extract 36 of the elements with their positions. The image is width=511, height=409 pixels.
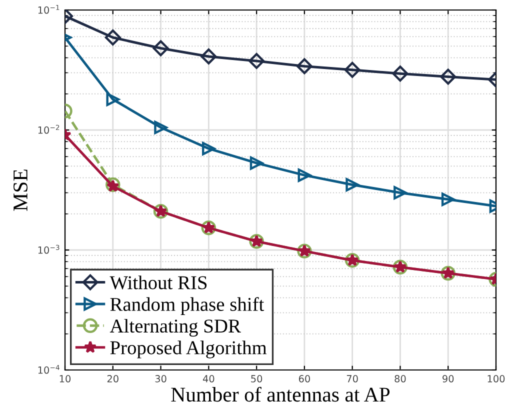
y-tick-label: 10$^{−1}$ bbox=[38, 4, 60, 14]
point bbox=[298, 168, 312, 182]
point bbox=[441, 192, 455, 206]
x-tick-label: 50 bbox=[251, 375, 262, 382]
point bbox=[296, 58, 312, 74]
point bbox=[152, 40, 169, 56]
y-tick-label: 10$^{−2}$ bbox=[38, 124, 60, 134]
x-axis-title: Number of antennas at AP bbox=[171, 386, 390, 402]
x-tick-label: 40 bbox=[202, 375, 214, 382]
y-tick-label: 10$^{−4}$ bbox=[38, 364, 60, 374]
x-tick-label: 20 bbox=[107, 375, 118, 382]
legend-label: Without RIS bbox=[110, 276, 207, 290]
x-tick-label: 100 bbox=[488, 375, 505, 382]
x-tick-label: 30 bbox=[155, 375, 166, 382]
point bbox=[200, 48, 217, 64]
point bbox=[250, 156, 264, 170]
point bbox=[104, 30, 121, 46]
point bbox=[346, 178, 359, 192]
point bbox=[154, 120, 168, 134]
point bbox=[344, 62, 360, 78]
x-tick-label: 10 bbox=[60, 375, 71, 382]
legend-label: Random phase shift bbox=[110, 297, 264, 315]
x-tick-label: 80 bbox=[394, 375, 406, 382]
point bbox=[248, 52, 265, 69]
y-tick-label: 10$^{−3}$ bbox=[38, 244, 60, 254]
point bbox=[392, 66, 408, 82]
x-tick-label: 90 bbox=[442, 375, 454, 382]
x-tick-label: 60 bbox=[298, 375, 310, 382]
point bbox=[106, 92, 120, 106]
x-tick-label: 70 bbox=[346, 375, 358, 382]
legend-label: Alternating SDR bbox=[110, 318, 241, 337]
legend-label: Proposed Algorithm bbox=[110, 340, 267, 358]
point bbox=[440, 68, 456, 85]
y-axis-title: MSE bbox=[14, 170, 28, 211]
point bbox=[202, 142, 216, 156]
point bbox=[394, 186, 407, 200]
